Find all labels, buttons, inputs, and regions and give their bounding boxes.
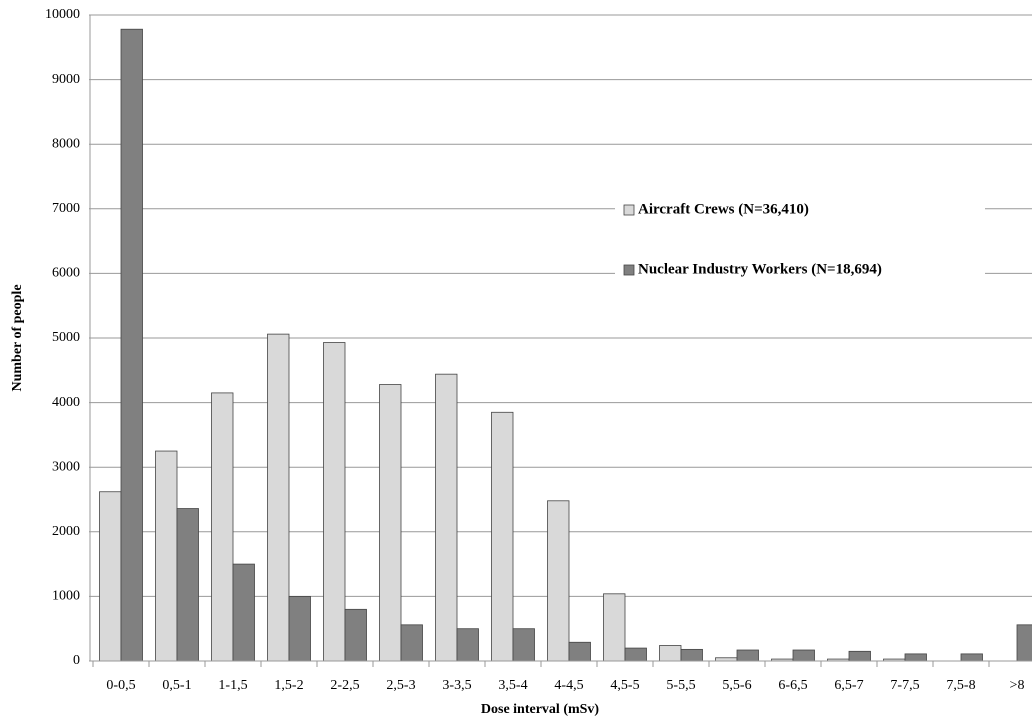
bar — [736, 649, 759, 662]
bar — [211, 392, 234, 662]
bar — [176, 508, 199, 662]
bar — [400, 624, 423, 662]
y-tick-label: 5000 — [52, 330, 80, 345]
y-tick-label: 3000 — [52, 459, 80, 474]
bar — [680, 648, 703, 662]
y-tick-label: 0 — [73, 653, 80, 668]
x-axis-title: Dose interval (mSv) — [481, 702, 600, 717]
bar — [120, 28, 143, 662]
bar — [547, 500, 570, 662]
x-tick-label: 7,5-8 — [946, 678, 975, 693]
bar — [512, 628, 535, 662]
x-tick-label: 4,5-5 — [610, 678, 639, 693]
bar — [960, 653, 983, 662]
x-tick-label: 1,5-2 — [274, 678, 303, 693]
x-tick-label: 5,5-6 — [722, 678, 751, 693]
x-tick-label: 5-5,5 — [666, 678, 695, 693]
bar — [904, 653, 927, 662]
bar — [232, 563, 255, 662]
y-tick-label: 10000 — [45, 7, 80, 22]
bar — [288, 596, 311, 662]
legend-swatch — [623, 264, 635, 276]
bar — [1016, 624, 1032, 662]
x-tick-label: 1-1,5 — [218, 678, 247, 693]
x-tick-label: 4-4,5 — [554, 678, 583, 693]
x-tick-label: 3-3,5 — [442, 678, 471, 693]
y-tick-label: 6000 — [52, 266, 80, 281]
y-tick-label: 2000 — [52, 524, 80, 539]
bar — [491, 411, 514, 662]
y-tick-label: 9000 — [52, 72, 80, 87]
y-axis-title: Number of people — [10, 284, 25, 391]
bar — [267, 333, 290, 662]
bar — [323, 342, 346, 662]
bar — [435, 373, 458, 662]
y-tick-label: 4000 — [52, 395, 80, 410]
bar — [568, 641, 591, 662]
x-tick-label: 0-0,5 — [106, 678, 135, 693]
bar — [659, 645, 682, 662]
x-tick-label: 2,5-3 — [386, 678, 415, 693]
x-tick-label: 6-6,5 — [778, 678, 807, 693]
bar — [379, 384, 402, 662]
y-tick-label: 1000 — [52, 589, 80, 604]
x-tick-label: 7-7,5 — [890, 678, 919, 693]
y-tick-label: 7000 — [52, 201, 80, 216]
bar — [792, 649, 815, 662]
x-tick-label: 0,5-1 — [162, 678, 191, 693]
y-tick-label: 8000 — [52, 136, 80, 151]
x-tick-label: 2-2,5 — [330, 678, 359, 693]
x-tick-label: 3,5-4 — [498, 678, 527, 693]
bar — [848, 650, 871, 662]
bar — [624, 647, 647, 662]
legend-box — [615, 190, 985, 290]
legend-label: Aircraft Crews (N=36,410) — [638, 201, 809, 217]
x-tick-label: 6,5-7 — [834, 678, 863, 693]
bar — [155, 450, 178, 662]
legend-swatch — [623, 204, 635, 216]
x-tick-label: >8 — [1010, 678, 1025, 693]
bar — [99, 491, 122, 662]
legend-label: Nuclear Industry Workers (N=18,694) — [638, 261, 882, 277]
bar — [456, 628, 479, 662]
bar — [603, 593, 626, 662]
bar — [344, 608, 367, 662]
